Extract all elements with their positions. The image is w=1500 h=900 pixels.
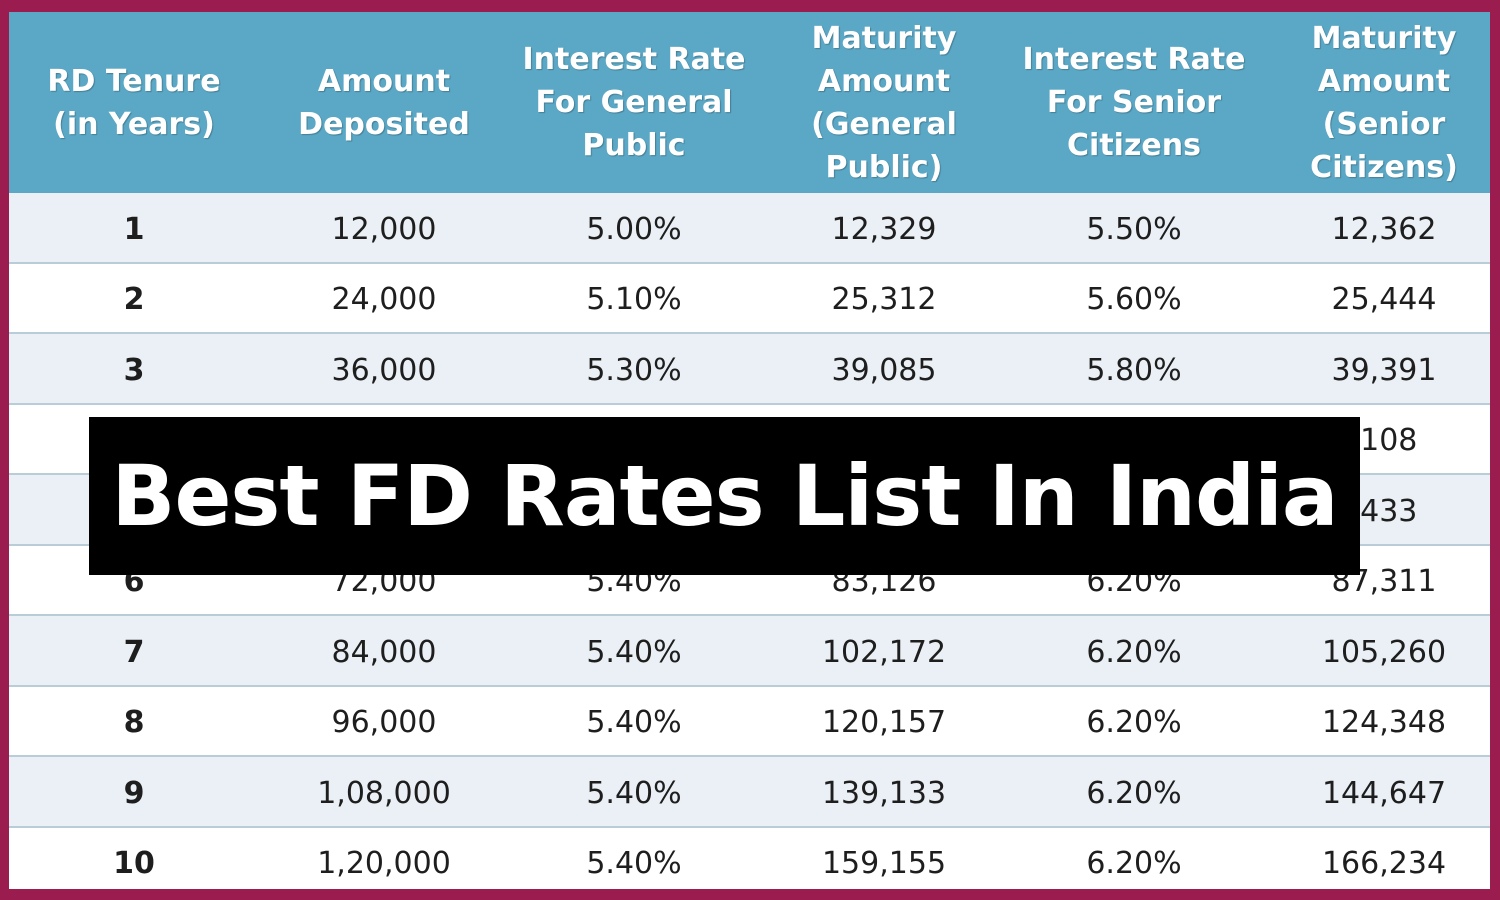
header-interest-rate-senior: Interest Rate For Senior Citizens	[1022, 42, 1246, 163]
cell-tenure: 9	[123, 775, 145, 811]
cell-rate-senior: 6.20%	[1086, 846, 1182, 882]
header-interest-rate-general: Interest Rate For General Public	[522, 42, 746, 163]
cell-maturity-senior: 105,260	[1321, 634, 1447, 670]
cell-amount-deposited: 1,08,000	[317, 775, 451, 811]
cell-maturity-senior: ,108	[1350, 423, 1418, 459]
cell-rate-general: 5.10%	[586, 282, 682, 318]
table-row: 7 84,000 5.40% 102,172 6.20% 105,260	[9, 616, 1490, 687]
title-banner: Best FD Rates List In India	[89, 417, 1360, 575]
cell-rate-senior: 6.20%	[1086, 705, 1182, 741]
cell-maturity-senior: 144,647	[1321, 775, 1447, 811]
cell-maturity-senior: 25,444	[1331, 282, 1437, 318]
cell-amount-deposited: 96,000	[331, 705, 437, 741]
cell-tenure: 7	[123, 634, 145, 670]
cell-tenure: 8	[123, 705, 145, 741]
cell-tenure: 1	[123, 211, 145, 247]
table-row: 3 36,000 5.30% 39,085 5.80% 39,391	[9, 334, 1490, 405]
header-rd-tenure: RD Tenure (in Years)	[47, 63, 221, 142]
header-amount-deposited: Amount Deposited	[298, 63, 470, 142]
cell-rate-general: 5.00%	[586, 211, 682, 247]
cell-maturity-senior: ,433	[1350, 493, 1418, 529]
cell-maturity-senior: 39,391	[1331, 352, 1437, 388]
cell-tenure: 10	[113, 846, 155, 882]
cell-maturity-general: 39,085	[831, 352, 937, 388]
table-row: 9 1,08,000 5.40% 139,133 6.20% 144,647	[9, 757, 1490, 828]
cell-rate-general: 5.40%	[586, 846, 682, 882]
cell-amount-deposited: 12,000	[331, 211, 437, 247]
cell-rate-senior: 5.50%	[1086, 211, 1182, 247]
cell-rate-senior: 5.80%	[1086, 352, 1182, 388]
cell-amount-deposited: 36,000	[331, 352, 437, 388]
cell-maturity-general: 25,312	[831, 282, 937, 318]
cell-rate-general: 5.40%	[586, 634, 682, 670]
cell-maturity-senior: 166,234	[1321, 846, 1447, 882]
table-row: 1 12,000 5.00% 12,329 5.50% 12,362	[9, 193, 1490, 264]
table-row: 8 96,000 5.40% 120,157 6.20% 124,348	[9, 686, 1490, 757]
cell-maturity-senior: 124,348	[1321, 705, 1447, 741]
cell-rate-senior: 6.20%	[1086, 775, 1182, 811]
banner-title: Best FD Rates List In India	[111, 447, 1338, 545]
cell-maturity-general: 120,157	[821, 705, 947, 741]
cell-amount-deposited: 84,000	[331, 634, 437, 670]
cell-rate-senior: 6.20%	[1086, 634, 1182, 670]
cell-rate-senior: 5.60%	[1086, 282, 1182, 318]
cell-rate-general: 5.30%	[586, 352, 682, 388]
header-maturity-amount-general: Maturity Amount (General Public)	[811, 20, 957, 185]
cell-maturity-general: 102,172	[821, 634, 947, 670]
cell-maturity-general: 12,329	[831, 211, 937, 247]
table-header-row: RD Tenure (in Years) Amount Deposited In…	[9, 12, 1490, 193]
cell-amount-deposited: 1,20,000	[317, 846, 451, 882]
cell-rate-general: 5.40%	[586, 775, 682, 811]
cell-maturity-general: 139,133	[821, 775, 947, 811]
cell-maturity-general: 159,155	[821, 846, 947, 882]
cell-amount-deposited: 24,000	[331, 282, 437, 318]
cell-tenure: 3	[123, 352, 145, 388]
cell-tenure: 2	[123, 282, 145, 318]
cell-rate-general: 5.40%	[586, 705, 682, 741]
cell-maturity-senior: 12,362	[1331, 211, 1437, 247]
table-row: 2 24,000 5.10% 25,312 5.60% 25,444	[9, 263, 1490, 334]
table-row: 10 1,20,000 5.40% 159,155 6.20% 166,234	[9, 827, 1490, 889]
header-maturity-amount-senior: Maturity Amount (Senior Citizens)	[1310, 20, 1458, 185]
